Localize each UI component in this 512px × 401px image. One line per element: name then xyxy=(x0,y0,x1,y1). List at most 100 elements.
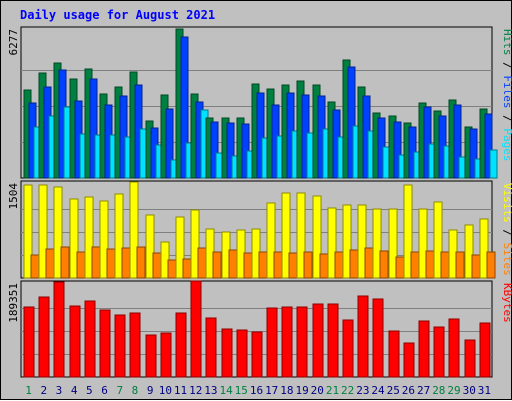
day-label-1: 1 xyxy=(25,384,32,397)
day-label-29: 29 xyxy=(447,384,460,397)
day-label-8: 8 xyxy=(132,384,139,397)
bar-files-day-13 xyxy=(210,121,219,179)
panel-visits-legend: Visits / Sites xyxy=(501,183,512,276)
day-label-24: 24 xyxy=(371,384,385,397)
bar-sites-day-23 xyxy=(364,247,374,279)
bar-files-day-25 xyxy=(393,121,402,179)
bar-kbytes-day-28 xyxy=(433,326,445,378)
bar-files-day-31 xyxy=(484,113,493,179)
bar-sites-day-2 xyxy=(45,248,55,279)
day-label-16: 16 xyxy=(250,384,263,397)
bar-sites-day-3 xyxy=(60,246,70,279)
bar-files-day-16 xyxy=(256,92,265,179)
day-label-15: 15 xyxy=(235,384,248,397)
bar-sites-day-4 xyxy=(76,251,86,279)
bar-visits-day-11 xyxy=(175,216,185,279)
bar-kbytes-day-11 xyxy=(175,312,187,378)
bar-kbytes-day-5 xyxy=(84,300,96,378)
bar-visits-day-25 xyxy=(388,208,398,279)
bar-kbytes-day-19 xyxy=(296,306,308,378)
bar-visits-day-21 xyxy=(327,207,337,279)
bar-kbytes-day-29 xyxy=(448,318,460,378)
bar-kbytes-day-6 xyxy=(99,309,111,378)
bar-visits-day-30 xyxy=(464,224,474,279)
bar-sites-day-8 xyxy=(136,246,146,279)
bar-visits-day-2 xyxy=(38,184,48,279)
bar-kbytes-day-12 xyxy=(190,280,202,378)
bar-visits-day-1 xyxy=(23,184,33,279)
day-label-9: 9 xyxy=(147,384,154,397)
legend-entry: Hits xyxy=(501,29,512,56)
bar-visits-day-22 xyxy=(342,204,352,279)
bar-kbytes-day-13 xyxy=(205,317,217,378)
bar-sites-day-25 xyxy=(395,256,405,279)
bar-kbytes-day-30 xyxy=(464,339,476,378)
day-label-14: 14 xyxy=(219,384,233,397)
day-label-17: 17 xyxy=(265,384,278,397)
legend-entry: / xyxy=(501,223,512,243)
bar-kbytes-day-8 xyxy=(129,312,141,378)
bar-sites-day-28 xyxy=(440,251,450,279)
day-label-22: 22 xyxy=(341,384,354,397)
day-label-4: 4 xyxy=(71,384,78,397)
bar-kbytes-day-2 xyxy=(38,296,50,378)
bar-sites-day-9 xyxy=(152,252,162,279)
legend-entry: / xyxy=(501,109,512,129)
bar-sites-day-16 xyxy=(258,251,268,279)
bar-visits-day-5 xyxy=(84,196,94,279)
bar-sites-day-5 xyxy=(91,246,101,279)
legend-entry: Sites xyxy=(501,243,512,276)
bar-kbytes-day-10 xyxy=(160,332,172,378)
legend-entry: KBytes xyxy=(501,283,512,323)
bar-kbytes-day-18 xyxy=(281,306,293,378)
bar-sites-day-24 xyxy=(379,250,389,279)
bar-sites-day-12 xyxy=(197,247,207,279)
bar-kbytes-day-25 xyxy=(388,330,400,378)
day-label-13: 13 xyxy=(204,384,217,397)
bar-sites-day-26 xyxy=(410,251,420,279)
bar-visits-day-27 xyxy=(418,208,428,279)
bar-sites-day-20 xyxy=(319,253,329,279)
bar-visits-day-3 xyxy=(53,186,63,279)
bar-files-day-22 xyxy=(347,66,356,179)
bar-kbytes-day-22 xyxy=(342,319,354,378)
bar-sites-day-1 xyxy=(30,254,40,279)
bar-visits-day-24 xyxy=(372,208,382,279)
bar-kbytes-day-31 xyxy=(479,322,491,378)
bar-files-day-29 xyxy=(453,104,462,179)
day-label-12: 12 xyxy=(189,384,202,397)
bar-files-day-14 xyxy=(226,122,235,179)
bar-visits-day-26 xyxy=(403,184,413,279)
bar-visits-day-12 xyxy=(190,209,200,279)
bar-kbytes-day-21 xyxy=(327,303,339,378)
bar-visits-day-23 xyxy=(357,204,367,279)
legend-entry: Files xyxy=(501,75,512,108)
bar-sites-day-17 xyxy=(273,251,283,279)
bar-visits-day-31 xyxy=(479,218,489,279)
bar-kbytes-day-27 xyxy=(418,320,430,378)
bar-visits-day-7 xyxy=(114,193,124,279)
bar-files-day-10 xyxy=(165,108,174,179)
bar-sites-day-31 xyxy=(486,251,496,279)
day-label-21: 21 xyxy=(326,384,339,397)
bar-sites-day-7 xyxy=(121,247,131,279)
bar-kbytes-day-7 xyxy=(114,314,126,378)
day-label-28: 28 xyxy=(432,384,445,397)
bar-files-day-5 xyxy=(89,78,98,179)
day-label-10: 10 xyxy=(159,384,172,397)
bar-visits-day-9 xyxy=(145,214,155,279)
bar-kbytes-day-4 xyxy=(69,305,81,378)
day-label-19: 19 xyxy=(295,384,308,397)
bar-kbytes-day-9 xyxy=(145,334,157,378)
day-label-6: 6 xyxy=(101,384,108,397)
panel-visits-scale-label: 1504 xyxy=(7,183,20,210)
bar-sites-day-10 xyxy=(167,259,177,279)
panel-hits-legend: Hits / Files / Pages xyxy=(501,29,512,162)
day-label-11: 11 xyxy=(174,384,187,397)
bar-sites-day-6 xyxy=(106,248,116,279)
bar-kbytes-day-26 xyxy=(403,342,415,378)
bar-kbytes-day-23 xyxy=(357,295,369,378)
legend-entry: Pages xyxy=(501,128,512,161)
